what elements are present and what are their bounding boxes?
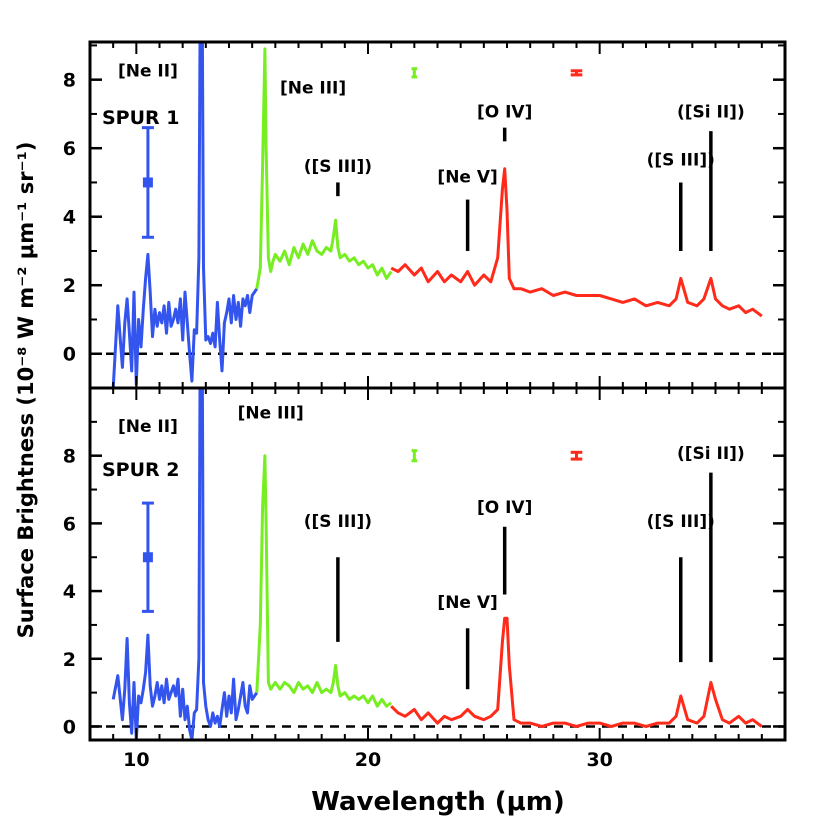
emission-line-label: [O IV] bbox=[477, 498, 532, 518]
emission-line-label: [Ne III] bbox=[238, 403, 304, 423]
y-tick-label: 2 bbox=[63, 275, 76, 297]
y-tick-label: 0 bbox=[63, 344, 76, 366]
emission-line-label: ([S III]) bbox=[304, 157, 372, 177]
emission-line-label: ([S III]) bbox=[647, 512, 715, 532]
y-tick-label: 2 bbox=[63, 649, 76, 671]
emission-line-label: [Ne II] bbox=[118, 417, 178, 437]
emission-line-label: ([Si II]) bbox=[677, 444, 745, 464]
y-tick-label: 0 bbox=[63, 716, 76, 738]
error-bar-point bbox=[142, 552, 153, 563]
resolution-marker-green bbox=[411, 449, 418, 463]
error-bar bbox=[141, 126, 154, 239]
series-line-blue bbox=[111, 388, 259, 740]
emission-line-label: [Ne V] bbox=[437, 593, 497, 613]
emission-line-label: ([Si II]) bbox=[677, 102, 745, 122]
error-bar bbox=[141, 501, 154, 613]
emission-line-label: ([S III]) bbox=[647, 150, 715, 170]
resolution-marker-green bbox=[411, 67, 418, 79]
series-line-red bbox=[390, 616, 763, 728]
resolution-marker-red bbox=[570, 450, 583, 461]
x-tick-label: 30 bbox=[586, 749, 612, 771]
series-group bbox=[111, 42, 763, 388]
emission-line-label: [Ne II] bbox=[118, 61, 178, 81]
series-line-green bbox=[255, 454, 393, 708]
panel-label: SPUR 2 bbox=[102, 459, 180, 481]
y-axis-title: Surface Brightness (10⁻⁸ W m⁻² μm⁻¹ sr⁻¹… bbox=[14, 142, 38, 639]
emission-line-label: [Ne V] bbox=[437, 167, 497, 187]
panel-spur1: [Ne II] [Ne III] ([S III]) [Ne V] [O IV] ([S … bbox=[63, 40, 787, 390]
x-tick-label: 20 bbox=[355, 749, 381, 771]
error-bar-point bbox=[142, 177, 153, 188]
y-tick-label: 8 bbox=[63, 446, 76, 468]
panels-layer: [Ne II] [Ne III] ([S III]) [Ne V] [O IV] ([S … bbox=[63, 40, 787, 771]
emission-line-label: [Ne III] bbox=[280, 78, 346, 98]
y-tick-label: 8 bbox=[63, 70, 76, 92]
emission-line-label: ([S III]) bbox=[304, 512, 372, 532]
series-line-green bbox=[255, 47, 393, 289]
series-line-red bbox=[390, 167, 763, 318]
y-tick-label: 4 bbox=[63, 581, 76, 603]
y-tick-label: 6 bbox=[63, 138, 76, 160]
x-axis-title: Wavelength (μm) bbox=[311, 787, 565, 817]
y-tick-label: 4 bbox=[63, 207, 76, 229]
panel-spur2: [Ne II] [Ne III] ([S III]) [Ne V] [O IV] ([S … bbox=[63, 386, 787, 742]
y-tick-label: 6 bbox=[63, 513, 76, 535]
series-group bbox=[111, 388, 763, 740]
x-tick-label: 10 bbox=[123, 749, 149, 771]
panel-frame bbox=[88, 386, 787, 742]
series-line-blue bbox=[111, 42, 259, 388]
panel-label: SPUR 1 bbox=[102, 107, 180, 129]
emission-line-label: [O IV] bbox=[477, 102, 532, 122]
resolution-marker-red bbox=[570, 69, 583, 77]
